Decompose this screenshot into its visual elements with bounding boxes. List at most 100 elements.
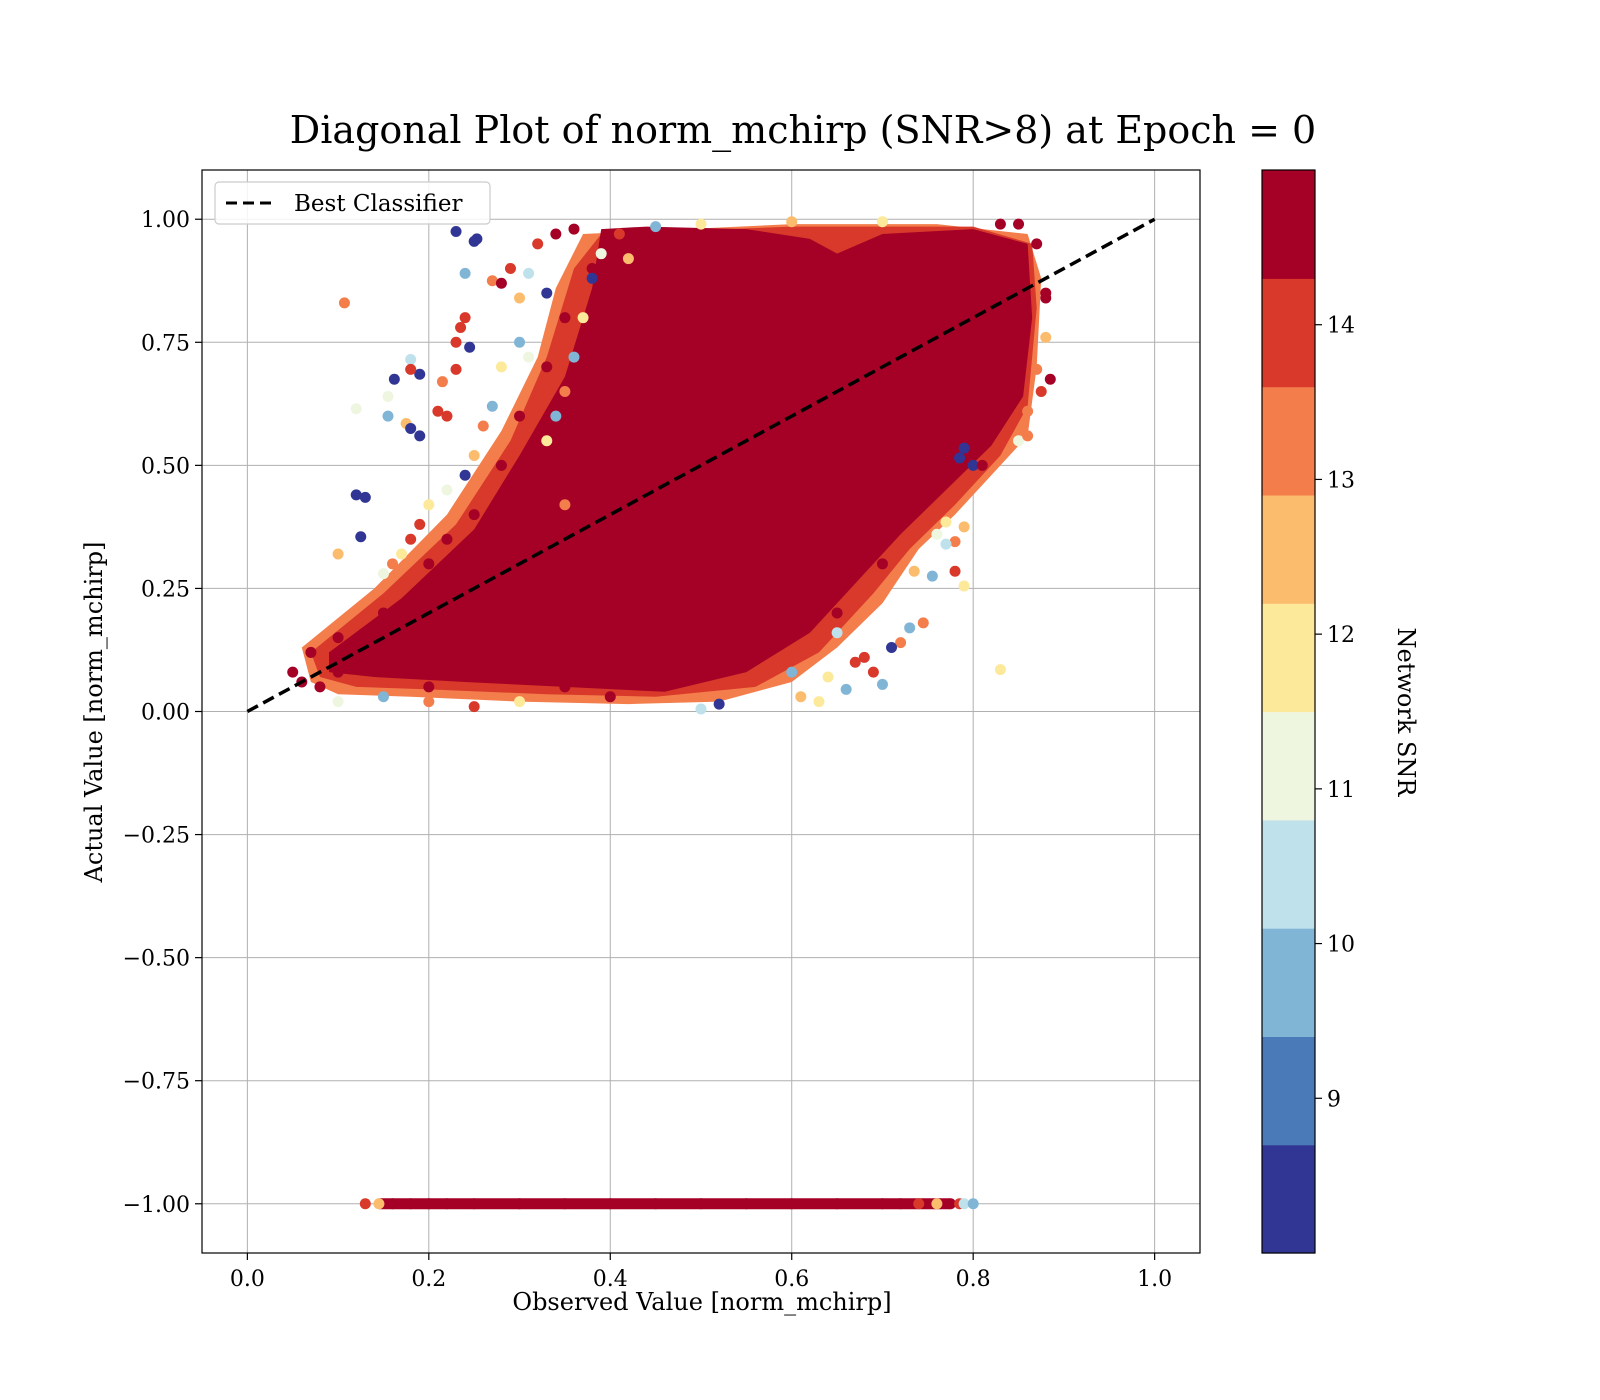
data-point [350,403,362,415]
x-tick-label: 0.2 [411,1267,446,1292]
data-point [405,1198,417,1210]
data-point [849,656,861,668]
y-tick-label: −1.00 [123,1193,190,1218]
data-point [604,1198,616,1210]
colorbar-frame [1261,169,1316,1254]
colorbar-tick-label: 11 [1327,778,1355,803]
data-point [514,696,526,708]
data-point [514,336,526,348]
x-tick-label: 1.0 [1137,1267,1172,1292]
data-point [423,1198,435,1210]
scatter-core-region [329,226,1033,692]
data-point [359,1198,371,1210]
data-point [876,410,888,422]
data-point [831,1198,843,1210]
data-point [559,312,571,324]
y-tick-label: 0.50 [141,454,190,479]
data-point [514,656,526,668]
data-point [441,1198,453,1210]
data-point [568,351,580,363]
colorbar: 9 10 11 12 13 14 Network SNR [1261,169,1420,1254]
data-point [532,238,544,250]
data-point [967,1198,979,1210]
data-point [541,361,553,373]
data-point [994,218,1006,230]
data-point [355,531,367,543]
data-point [867,666,879,678]
data-point [450,363,462,375]
data-point [958,442,970,454]
data-point [332,696,344,708]
y-tick-label: −0.25 [123,824,190,849]
data-point [976,459,988,471]
data-point [940,516,952,528]
x-axis-ticks: 0.0 0.2 0.4 0.6 0.8 1.0 [230,1253,1172,1292]
data-point [414,518,426,530]
colorbar-label: Network SNR [1392,628,1420,798]
data-point [382,390,394,402]
data-point [377,568,389,580]
data-point [1013,435,1025,447]
data-point [514,1198,526,1210]
chart-title: Diagonal Plot of norm_mchirp (SNR>8) at … [290,108,1316,153]
data-point [786,558,798,570]
colorbar-segment [1262,928,1315,1037]
x-tick-label: 0.0 [230,1267,265,1292]
data-point [359,491,371,503]
data-point [876,1198,888,1210]
data-point [568,223,580,235]
data-point [441,484,453,496]
data-point [405,363,417,375]
scatter-strip-region [374,1198,956,1210]
data-point [377,607,389,619]
data-point [550,410,562,422]
data-point [1013,262,1025,274]
data-point [514,292,526,304]
data-point [831,435,843,447]
data-point [504,262,516,274]
y-tick-label: 0.25 [141,577,190,602]
x-tick-label: 0.4 [593,1267,628,1292]
data-point [895,637,907,649]
data-point [414,430,426,442]
data-point [876,216,888,228]
data-point [1022,405,1034,417]
colorbar-segment [1262,494,1315,604]
data-point [1022,430,1034,442]
best-classifier-line [246,217,1156,714]
data-point [486,275,498,287]
data-point [423,681,435,693]
data-point [586,262,598,274]
scatter-points [287,216,1056,1210]
data-point [650,1198,662,1210]
data-point [332,666,344,678]
colorbar-tick-label: 10 [1327,933,1355,958]
data-point [455,322,467,334]
data-point [595,248,607,260]
data-point [559,499,571,511]
data-point [586,272,598,284]
data-point [423,499,435,511]
data-point [1035,386,1047,398]
data-point [405,533,417,545]
data-point [468,701,480,713]
data-point [650,221,662,233]
data-point [904,622,916,634]
data-point [949,565,961,577]
data-point [713,698,725,710]
colorbar-tick-label: 9 [1327,1087,1341,1112]
data-point [405,597,417,609]
data-point [541,287,553,299]
data-point [822,671,834,683]
data-point [495,361,507,373]
y-axis-ticks: 1.00 0.75 0.50 0.25 0.00 −0.25 −0.50 −0.75 −1.00 [123,208,202,1218]
legend-label: Best Classifier [294,191,462,217]
data-point [423,558,435,570]
x-tick-label: 0.8 [956,1267,991,1292]
data-point [350,656,362,668]
data-point [441,410,453,422]
data-point [459,267,471,279]
data-point [495,459,507,471]
colorbar-tick-label: 14 [1327,314,1355,339]
